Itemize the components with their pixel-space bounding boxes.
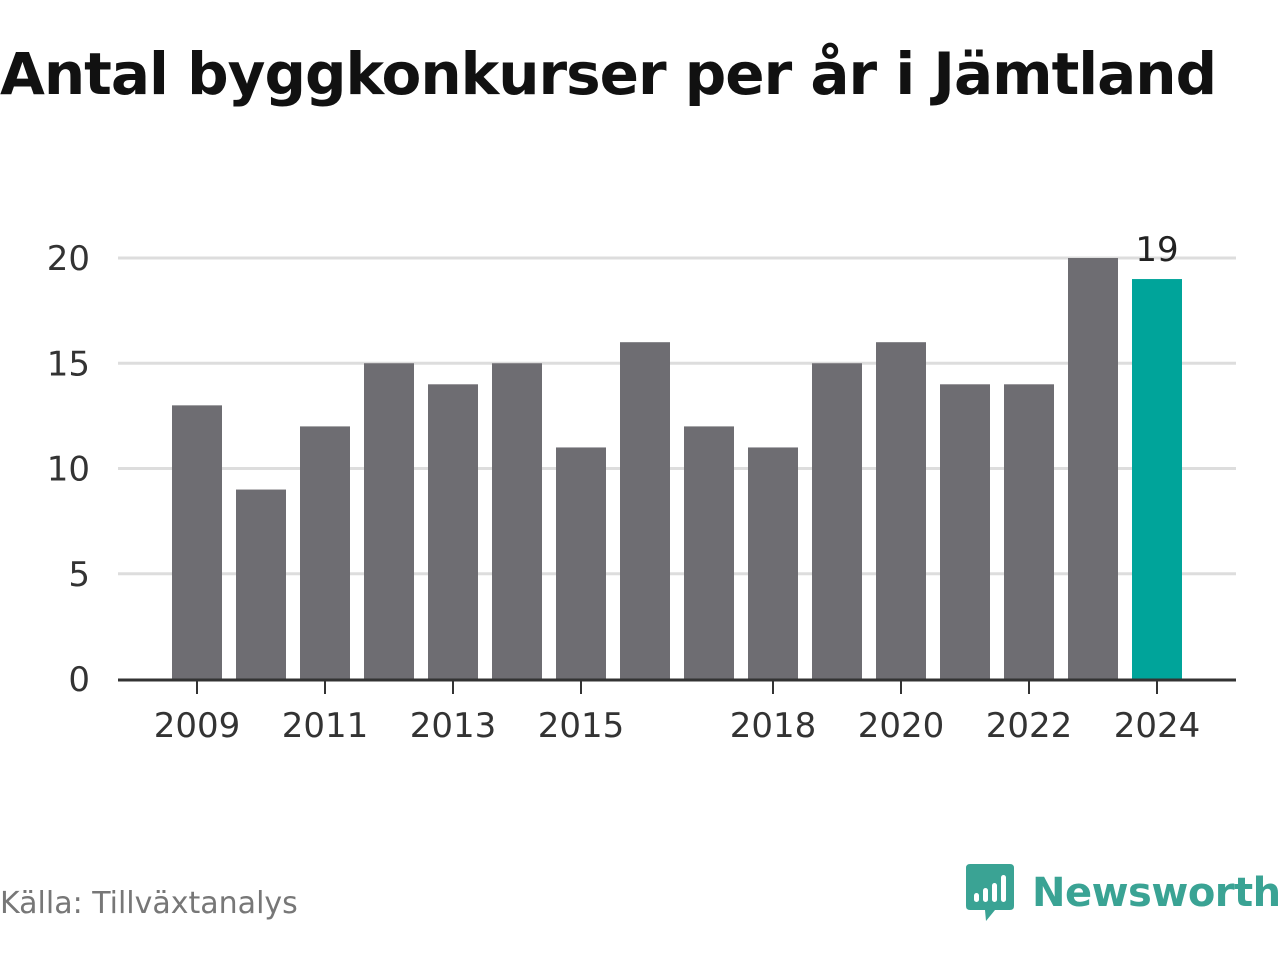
bar-2022	[1004, 384, 1054, 679]
bar-2014	[492, 363, 542, 679]
x-tick-label-2011: 2011	[282, 706, 369, 746]
newsworthy-logo: Newsworthy	[964, 862, 1280, 924]
y-axis-ticks: 0 5 10 15 20	[47, 239, 90, 700]
x-tick-label-2013: 2013	[410, 706, 497, 746]
x-tick-label-2024: 2024	[1114, 706, 1201, 746]
bar-2010	[236, 489, 286, 679]
bar-2021	[940, 384, 990, 679]
bar-2012	[364, 363, 414, 679]
bar-2023	[1068, 258, 1118, 679]
x-tick-label-2009: 2009	[154, 706, 241, 746]
y-tick-label-15: 15	[47, 344, 90, 384]
x-tick-label-2015: 2015	[538, 706, 625, 746]
x-tick-label-2018: 2018	[730, 706, 817, 746]
bar-2024	[1132, 279, 1182, 679]
bar-2018	[748, 447, 798, 679]
bar-2015	[556, 447, 606, 679]
bar-2011	[300, 426, 350, 679]
newsworthy-logo-text: Newsworthy	[1032, 870, 1280, 916]
bar-2019	[812, 363, 862, 679]
x-tick-label-2020: 2020	[858, 706, 945, 746]
y-tick-label-5: 5	[68, 555, 90, 595]
data-label-2024: 19	[1135, 230, 1178, 270]
y-tick-label-0: 0	[68, 660, 90, 700]
bar-2016	[620, 342, 670, 679]
bar-2009	[172, 405, 222, 679]
x-tick-label-2022: 2022	[986, 706, 1073, 746]
x-axis: 2009 2011 2013 2015 2018 2020 2022 2024	[118, 678, 1236, 746]
bar-2013	[428, 384, 478, 679]
bars	[172, 258, 1182, 679]
y-tick-label-10: 10	[47, 450, 90, 490]
data-labels: 19	[1135, 230, 1178, 270]
source-note: Källa: Tillväxtanalys	[0, 886, 298, 921]
chart-title: Antal byggkonkurser per år i Jämtland	[0, 40, 1217, 108]
bar-2020	[876, 342, 926, 679]
newsworthy-logo-icon	[966, 864, 1014, 921]
y-tick-label-20: 20	[47, 239, 90, 279]
bar-2017	[684, 426, 734, 679]
